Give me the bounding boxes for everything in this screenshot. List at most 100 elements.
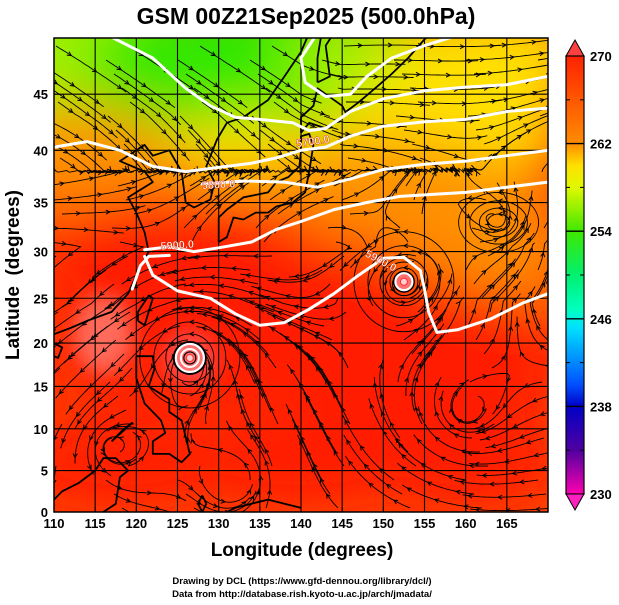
- streamline-arrow: [209, 274, 215, 280]
- streamline: [0, 494, 42, 558]
- streamline-arrow: [117, 367, 123, 373]
- streamline-arrow: [346, 244, 352, 250]
- streamline: [560, 38, 619, 46]
- streamline-arrow: [97, 192, 103, 198]
- streamline-arrow: [413, 406, 419, 412]
- streamline-arrow: [392, 499, 399, 505]
- streamline-arrow: [517, 67, 523, 73]
- streamline-arrow: [138, 194, 145, 200]
- streamline: [199, 45, 271, 93]
- streamline-arrow: [0, 551, 1, 555]
- streamline: [346, 101, 430, 106]
- streamline-arrow: [403, 74, 409, 80]
- streamline-arrow: [424, 144, 431, 150]
- streamline-arrow: [611, 48, 615, 52]
- streamline: [240, 269, 323, 281]
- streamline-arrow: [555, 74, 559, 78]
- streamline-arrow: [188, 65, 195, 71]
- streamline-arrow: [549, 212, 553, 217]
- streamline-arrow: [359, 99, 366, 105]
- streamline-arrow: [416, 362, 422, 369]
- streamline-arrow: [314, 188, 320, 194]
- streamline-arrow: [75, 210, 82, 216]
- streamline-arrow: [329, 262, 335, 268]
- streamline-arrow: [419, 102, 425, 108]
- streamline-arrow: [390, 286, 396, 292]
- streamline-arrow: [286, 140, 292, 146]
- streamline-arrow: [416, 340, 423, 346]
- streamline-arrow: [395, 437, 401, 444]
- streamline-arrow: [198, 478, 204, 485]
- streamline-arrow: [520, 220, 525, 227]
- colorbar-tick-label: 230: [590, 487, 612, 502]
- streamline: [291, 418, 331, 495]
- streamline-arrow: [459, 44, 466, 50]
- field-blobs: [54, 38, 548, 512]
- streamline-arrow: [482, 374, 488, 379]
- streamline-arrow: [26, 391, 30, 395]
- contour-line: [130, 253, 171, 291]
- streamline-arrow: [138, 144, 144, 150]
- streamline-arrow: [242, 332, 249, 338]
- streamline-arrow: [282, 51, 289, 57]
- streamline-arrow: [335, 61, 341, 66]
- streamline-arrow: [345, 131, 351, 137]
- streamline: [487, 39, 548, 47]
- streamline: [403, 273, 453, 341]
- streamline-arrow: [224, 171, 231, 177]
- streamline: [341, 168, 414, 201]
- streamline-arrow: [407, 57, 414, 63]
- streamline-arrow: [404, 138, 410, 144]
- streamline-arrow: [287, 408, 293, 415]
- streamline-arrow: [192, 408, 197, 414]
- streamline-arrow: [445, 72, 452, 78]
- plot-area: 5700.0 5800.0 5900.0 5900.0: [0, 38, 619, 558]
- streamline-arrow: [503, 97, 509, 103]
- streamline-arrow: [412, 170, 418, 176]
- streamline: [321, 59, 406, 66]
- contour-line: [299, 38, 455, 98]
- streamline-arrow: [16, 382, 20, 386]
- streamline-arrow: [5, 413, 9, 417]
- streamline-arrow: [562, 268, 566, 272]
- streamline: [105, 59, 176, 109]
- streamline-arrow: [551, 112, 555, 116]
- streamline-arrow: [206, 306, 213, 312]
- cyclone-contour-ring: [174, 342, 205, 374]
- streamline: [394, 438, 467, 481]
- streamline-arrow: [447, 134, 453, 140]
- streamline: [451, 387, 485, 423]
- streamline-arrow: [496, 448, 503, 453]
- streamline: [454, 479, 539, 485]
- streamline-arrow: [604, 39, 608, 43]
- streamline: [491, 293, 521, 369]
- streamline-arrow: [204, 94, 210, 100]
- streamline-arrow: [508, 325, 514, 331]
- streamline: [531, 272, 548, 327]
- streamline-arrow: [276, 94, 282, 100]
- streamline-arrow: [549, 267, 553, 271]
- coastline: [217, 133, 315, 243]
- streamline: [489, 88, 548, 103]
- streamline-arrow: [27, 398, 31, 402]
- streamline-arrow: [147, 166, 153, 172]
- streamline-arrow: [184, 419, 189, 426]
- streamline-arrow: [392, 188, 398, 194]
- streamline-arrow: [74, 133, 80, 139]
- streamline-arrow: [559, 69, 563, 73]
- streamline-arrow: [374, 133, 381, 139]
- streamline-arrow: [305, 396, 311, 403]
- streamline-arrow: [264, 214, 270, 220]
- streamline-arrow: [310, 123, 316, 128]
- streamline: [177, 59, 248, 108]
- streamline: [177, 479, 251, 509]
- streamline-arrow: [39, 362, 43, 366]
- cyclone-eye: [399, 277, 408, 286]
- field-region: [367, 411, 548, 512]
- streamline: [462, 493, 547, 498]
- streamline-arrow: [327, 380, 333, 386]
- streamline: [265, 303, 347, 320]
- streamline-arrow: [304, 274, 311, 279]
- y-tick-label: 25: [34, 291, 48, 306]
- streamline-arrow: [554, 297, 558, 302]
